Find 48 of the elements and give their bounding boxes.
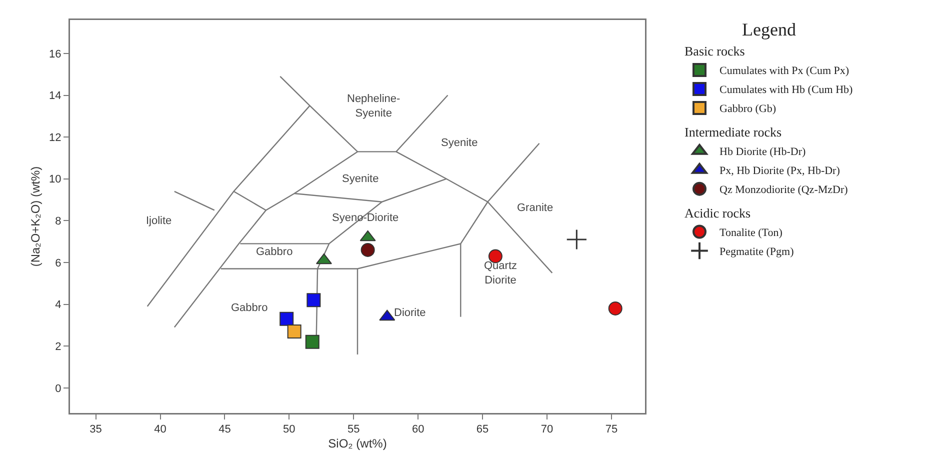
point — [306, 293, 321, 308]
text: Acidic rocks — [684, 205, 751, 220]
y-tick-label: 2 — [55, 340, 62, 353]
y-tick-label: 16 — [49, 48, 62, 60]
annotation: Gabbro — [256, 246, 293, 258]
text: Basic rocks — [684, 44, 745, 59]
x-tick-label: 65 — [476, 424, 489, 436]
legend-label: Hb Diorite (Hb-Dr) — [720, 146, 806, 158]
point — [566, 228, 588, 250]
legend-label: Qz Monzodiorite (Qz-MzDr) — [720, 184, 848, 196]
text: Intermediate rocks — [684, 124, 782, 140]
x-tick-label: 70 — [540, 424, 554, 436]
annotation: Quartz Diorite — [484, 260, 518, 286]
x-tick-label: 35 — [90, 424, 102, 436]
legend-label: Gabbro (Gb) — [720, 103, 776, 116]
y-tick-label: 12 — [49, 132, 62, 144]
y-tick-label: 0 — [55, 382, 62, 395]
annotation: Nepheline- Syenite — [347, 93, 401, 120]
annotation: Diorite — [394, 307, 426, 319]
annotation: Granite — [517, 202, 554, 214]
x-tick-label: 45 — [218, 424, 231, 436]
y-tick-label: 6 — [55, 257, 62, 270]
y-tick-label: 10 — [49, 174, 62, 186]
point — [280, 312, 294, 326]
point — [360, 242, 375, 257]
y-axis-title: (Na₂O+K₂O) (wt%) — [28, 166, 43, 267]
y-tick-label: 14 — [49, 90, 62, 102]
legend-label: Px, Hb Diorite (Px, Hb-Dr) — [720, 165, 840, 178]
x-tick-label: 50 — [283, 424, 296, 436]
annotation: Syenite — [342, 173, 379, 185]
annotation: Syenite — [441, 137, 478, 149]
legend-label: Cumulates with Px (Cum Px) — [720, 65, 850, 78]
point — [305, 334, 320, 349]
x-axis-title: SiO₂ (wt%) — [328, 436, 387, 450]
y-tick-label: 8 — [55, 216, 62, 228]
x-tick-label: 40 — [154, 424, 166, 436]
point — [287, 324, 302, 338]
legend-label: Tonalite (Ton) — [720, 227, 783, 240]
x-tick-label: 75 — [605, 424, 618, 436]
legend-title: Legend — [742, 20, 796, 40]
legend-label: Cumulates with Hb (Cum Hb) — [720, 84, 854, 96]
annotation: Gabbro — [231, 302, 268, 314]
x-tick-label: 55 — [348, 424, 360, 436]
annotation: Ijolite — [146, 215, 172, 227]
y-tick-label: 4 — [55, 299, 62, 312]
point — [608, 301, 622, 316]
x-tick-label: 60 — [412, 424, 424, 436]
legend-label: Pegmatite (Pgm) — [720, 246, 794, 258]
